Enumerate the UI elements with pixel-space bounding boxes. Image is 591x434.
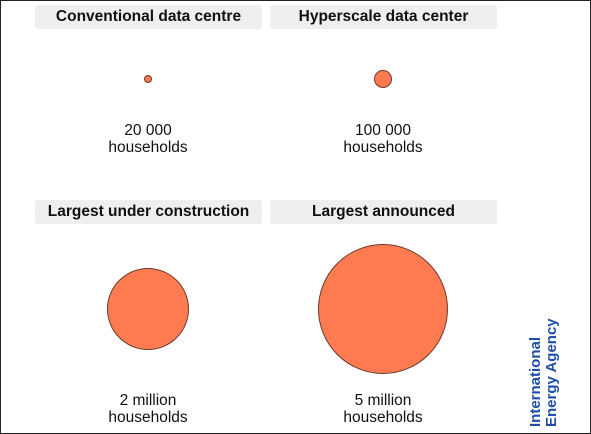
value-label: 100 000 households xyxy=(283,122,483,156)
value-label: 20 000 households xyxy=(48,122,248,156)
value-label: 5 million households xyxy=(283,392,483,426)
iea-logo: International Energy Agency xyxy=(527,318,560,427)
value-amount: 5 million xyxy=(354,392,412,409)
value-amount: 20 000 xyxy=(124,122,172,139)
value-unit: households xyxy=(343,409,423,426)
logo-line-2: Energy Agency xyxy=(543,318,560,427)
bubble-announced xyxy=(318,244,448,374)
bubble-hyperscale xyxy=(373,69,393,89)
value-label: 2 million households xyxy=(48,392,248,426)
category-label: Conventional data centre xyxy=(35,5,262,29)
category-label: Largest under construction xyxy=(35,200,262,224)
value-unit: households xyxy=(343,139,423,156)
value-amount: 100 000 xyxy=(354,122,412,139)
logo-line-1: International xyxy=(527,336,544,427)
bubble-under-construction xyxy=(106,267,190,351)
category-label: Largest announced xyxy=(270,200,497,224)
value-unit: households xyxy=(108,409,188,426)
value-amount: 2 million xyxy=(119,392,177,409)
bubble-conventional xyxy=(143,74,153,84)
category-label: Hyperscale data center xyxy=(270,5,497,29)
value-unit: households xyxy=(108,139,188,156)
